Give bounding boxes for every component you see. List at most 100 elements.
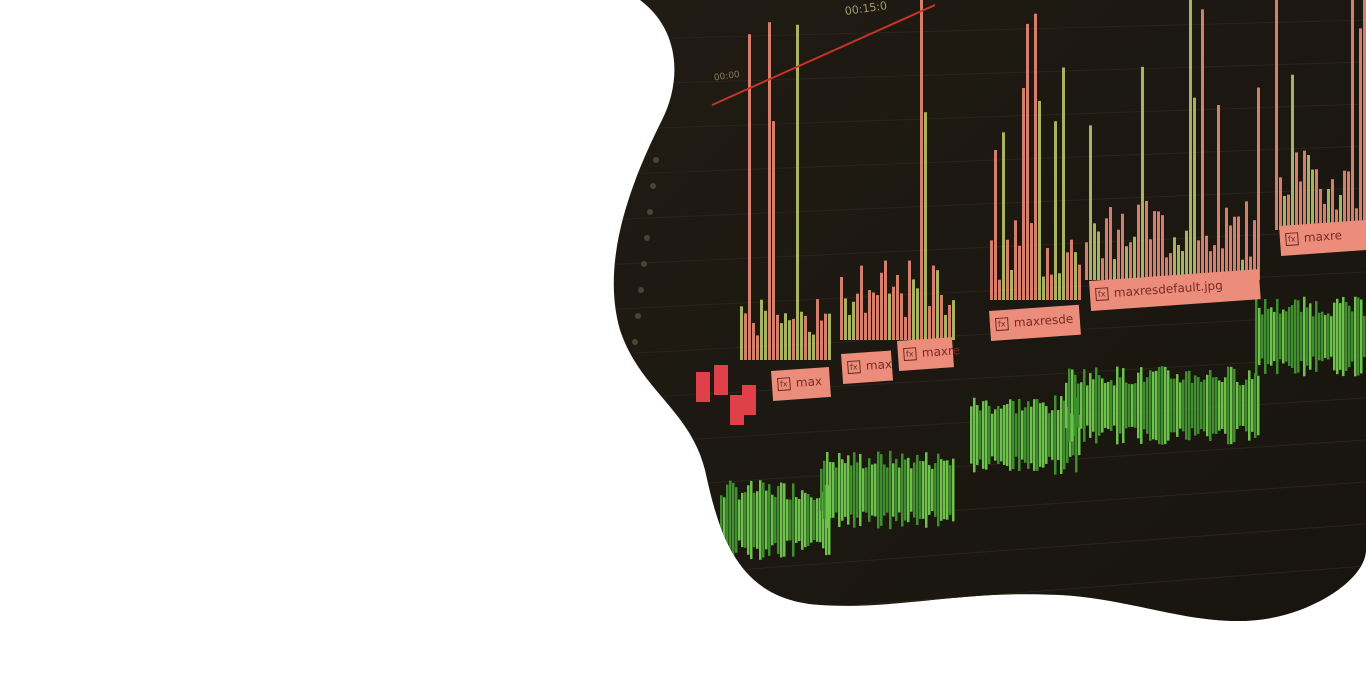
video-bar [1125, 246, 1128, 280]
audio-bar [1345, 302, 1348, 371]
audio-bar [1276, 298, 1279, 375]
video-bar [1117, 229, 1120, 280]
audio-bar [1351, 311, 1354, 362]
video-bar [1241, 259, 1244, 280]
audio-bar [1179, 382, 1182, 429]
audio-bar [823, 460, 826, 520]
video-bar [1185, 230, 1188, 280]
audio-bar [910, 468, 913, 512]
audio-bar [1063, 400, 1066, 470]
video-bar [1149, 239, 1152, 280]
audio-bar [813, 499, 816, 541]
audio-bar [1321, 311, 1324, 362]
video-bar [888, 293, 891, 340]
audio-bar [1324, 315, 1327, 358]
audio-bar [931, 468, 934, 512]
track-icon [644, 235, 650, 241]
video-bar [868, 290, 871, 340]
track-line [613, 145, 1366, 176]
audio-bar [937, 453, 940, 527]
video-bar [796, 24, 799, 360]
audio-bar [979, 410, 982, 460]
video-bar [1279, 177, 1282, 230]
track-icon [632, 339, 638, 345]
audio-bar [1042, 402, 1045, 468]
video-bar [1097, 231, 1100, 280]
video-bar [808, 331, 811, 360]
video-bar [928, 306, 931, 340]
audio-bar [1327, 313, 1330, 360]
video-bar [952, 300, 955, 340]
video-bar [1201, 9, 1204, 281]
timecode: 00:15:0 [844, 0, 888, 18]
audio-bar [786, 499, 789, 541]
audio-bar [1294, 299, 1297, 374]
audio-bar [862, 468, 865, 512]
video-bar [1018, 245, 1021, 300]
playhead-range [711, 4, 936, 106]
audio-bar [1236, 381, 1239, 430]
audio-bar [1264, 299, 1267, 374]
audio-bar [1245, 379, 1248, 432]
audio-bar [1164, 366, 1167, 445]
audio-bar [940, 459, 943, 521]
clip: fx maxresdefault.jpg [1089, 269, 1261, 311]
video-bar [1299, 181, 1302, 230]
audio-bar [997, 405, 1000, 465]
video-bar [768, 22, 771, 360]
video-bar [788, 320, 791, 360]
video-bar [920, 0, 923, 341]
video-bar [1311, 169, 1314, 230]
audio-bar [1149, 370, 1152, 441]
video-bar [1303, 150, 1306, 230]
video-bar [1363, 0, 1366, 230]
video-bar [744, 313, 747, 360]
video-bar [932, 265, 935, 340]
audio-bar [1279, 313, 1282, 360]
audio-bar [1267, 308, 1270, 365]
audio-bar [1095, 367, 1098, 444]
fx-label: fx [906, 349, 914, 359]
video-bar [752, 322, 755, 360]
video-bar [804, 315, 807, 360]
audio-bar [1077, 383, 1080, 428]
video-bar [760, 299, 763, 360]
audio-bar [750, 480, 753, 560]
audio-bar [1357, 297, 1360, 376]
video-bar [872, 292, 875, 340]
video-bar [1245, 201, 1248, 280]
audio-bar [1288, 306, 1291, 367]
video-bar [772, 121, 775, 360]
audio-bar [934, 463, 937, 517]
clip: fx maxresde [989, 304, 1081, 341]
video-bar [1050, 274, 1053, 300]
audio-bar [1348, 305, 1351, 368]
clip: fx max [841, 350, 893, 384]
fx-label: fx [998, 319, 1006, 329]
audio-bar [753, 492, 756, 548]
video-bar [1319, 189, 1322, 230]
audio-bar [1065, 382, 1068, 429]
clip-body [771, 366, 831, 401]
clip-body [841, 350, 893, 384]
fx-badge [777, 377, 791, 392]
video-bar [812, 334, 815, 360]
audio-bar [744, 492, 747, 548]
video-bar [1291, 74, 1294, 230]
video-bar [1335, 209, 1338, 230]
video-bar [1283, 195, 1286, 230]
video-bar [1070, 239, 1073, 300]
video-bar [1066, 252, 1069, 300]
video-bar [792, 318, 795, 360]
clip: fx max [771, 366, 831, 401]
video-bar [1237, 216, 1240, 280]
audio-bar [795, 497, 798, 543]
video-bar [1022, 88, 1025, 300]
clip-label: max [865, 357, 892, 373]
video-bar [1002, 132, 1005, 300]
audio-bar [780, 482, 783, 558]
audio-bar [925, 452, 928, 528]
video-bar [1315, 169, 1318, 230]
